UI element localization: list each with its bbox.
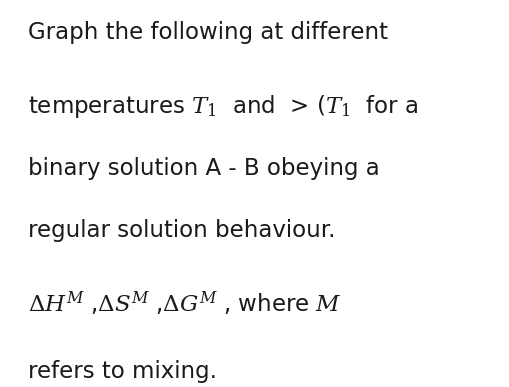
Text: binary solution A - B obeying a: binary solution A - B obeying a bbox=[28, 157, 380, 180]
Text: $\Delta \mathit{H}^{\mathit{M}}$ ,$\Delta \mathit{S}^{\mathit{M}}$ ,$\Delta \mat: $\Delta \mathit{H}^{\mathit{M}}$ ,$\Delt… bbox=[28, 290, 342, 319]
Text: temperatures $\mathit{T}_{\mathit{1}}$  and  > ($\mathit{T}_{\mathit{1}}$  for a: temperatures $\mathit{T}_{\mathit{1}}$ a… bbox=[28, 93, 418, 120]
Text: refers to mixing.: refers to mixing. bbox=[28, 360, 217, 383]
Text: regular solution behaviour.: regular solution behaviour. bbox=[28, 219, 335, 241]
Text: Graph the following at different: Graph the following at different bbox=[28, 21, 388, 44]
